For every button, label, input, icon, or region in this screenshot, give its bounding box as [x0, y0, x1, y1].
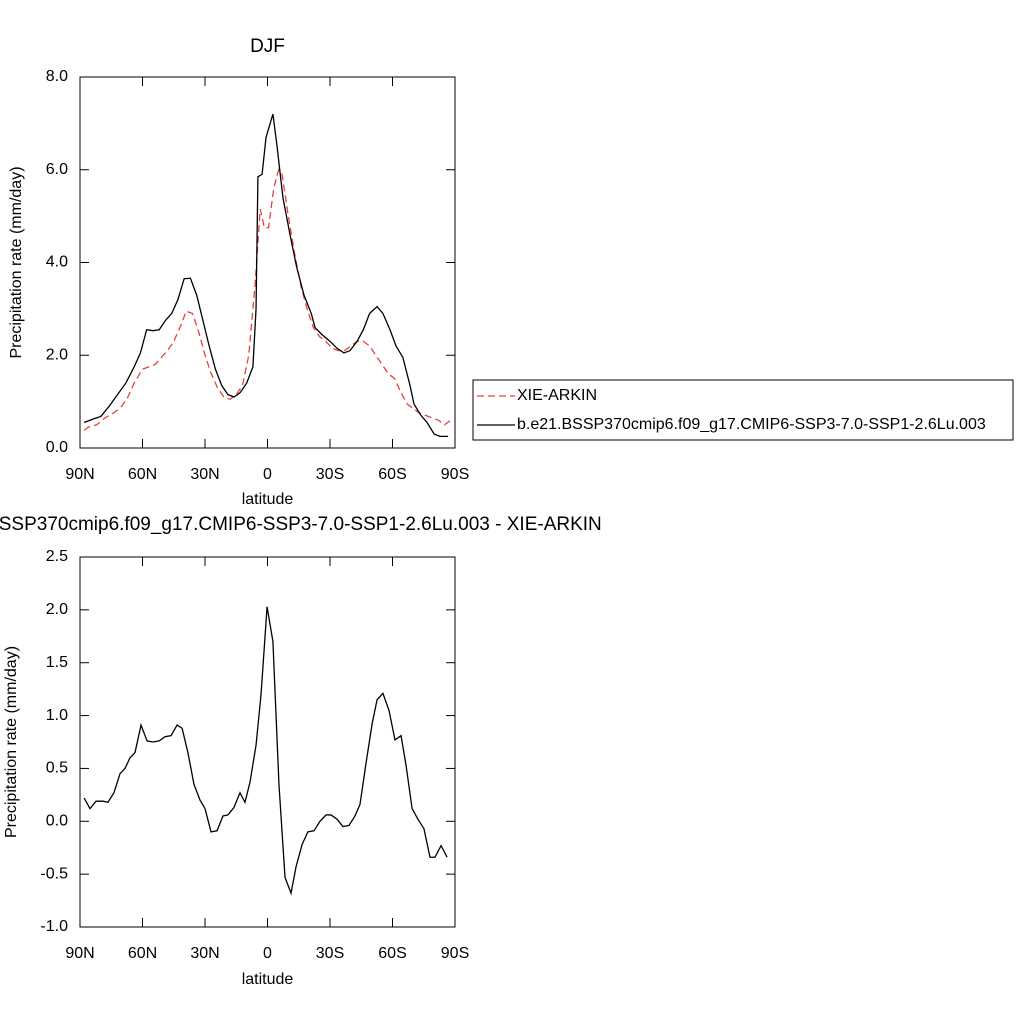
- y-tick-label: -1.0: [40, 918, 68, 935]
- x-tick-label: 60N: [128, 945, 157, 962]
- chart-title: DJF: [250, 36, 285, 57]
- x-tick-label: 0: [263, 945, 272, 962]
- legend: XIE-ARKIN b.e21.BSSP370cmip6.f09_g17.CMIP…: [472, 379, 1014, 441]
- y-tick-label: 6.0: [46, 161, 68, 178]
- y-tick-label: 2.5: [46, 548, 68, 565]
- data-line: [83, 168, 452, 431]
- y-tick-label: 4.0: [46, 254, 68, 271]
- x-tick-label: 30S: [316, 466, 344, 483]
- x-axis-label: latitude: [242, 971, 294, 988]
- plot-frame: [79, 556, 456, 928]
- chart-title: b.e21.BSSP370cmip6.f09_g17.CMIP6-SSP3-7.…: [0, 514, 602, 535]
- x-tick-label: 60S: [378, 466, 406, 483]
- y-tick-label: 0.5: [46, 760, 68, 777]
- y-axis-label: Precipitation rate (mm/day): [8, 166, 25, 358]
- x-tick-label: 90S: [441, 945, 469, 962]
- data-line: [83, 606, 448, 896]
- x-axis-label: latitude: [242, 491, 294, 508]
- x-tick-label: 30S: [316, 945, 344, 962]
- x-tick-label: 60S: [378, 945, 406, 962]
- legend-box: [472, 379, 1014, 441]
- y-tick-label: 0.0: [46, 813, 68, 830]
- y-tick-label: -0.5: [40, 865, 68, 882]
- x-tick-label: 90N: [65, 466, 94, 483]
- x-tick-label: 60N: [128, 466, 157, 483]
- y-tick-label: 2.0: [46, 601, 68, 618]
- x-tick-label: 30N: [190, 466, 219, 483]
- data-line: [83, 113, 449, 438]
- y-tick-label: 2.0: [46, 346, 68, 363]
- legend-label: XIE-ARKIN: [517, 387, 597, 404]
- y-tick-label: 1.5: [46, 654, 68, 671]
- y-tick-label: 8.0: [46, 68, 68, 85]
- x-tick-label: 30N: [190, 945, 219, 962]
- y-tick-label: 0.0: [46, 439, 68, 456]
- x-tick-label: 90N: [65, 945, 94, 962]
- x-tick-label: 90S: [441, 466, 469, 483]
- legend-label: b.e21.BSSP370cmip6.f09_g17.CMIP6-SSP3-7.…: [517, 416, 986, 433]
- y-tick-label: 1.0: [46, 707, 68, 724]
- plot-frame: [79, 76, 456, 449]
- x-tick-label: 0: [263, 466, 272, 483]
- y-axis-label: Precipitation rate (mm/day): [3, 646, 20, 838]
